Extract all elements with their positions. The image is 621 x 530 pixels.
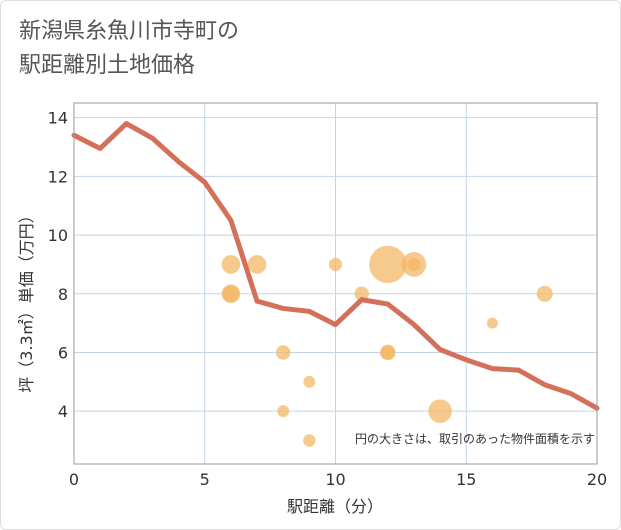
data-bubble [486, 317, 498, 329]
data-bubble [369, 245, 407, 284]
y-tick-label: 6 [58, 343, 68, 362]
data-bubble [222, 285, 239, 302]
data-bubble [380, 345, 395, 360]
chart-title: 新潟県糸魚川市寺町の 駅距離別土地価格 [19, 15, 239, 83]
tick-layer: 0 5 10 15 20 4 6 8 10 12 14 [48, 109, 608, 489]
x-tick-label: 15 [456, 470, 476, 489]
data-bubble [221, 255, 241, 274]
data-bubble [328, 257, 343, 272]
data-bubble [275, 345, 291, 360]
trend-line [71, 121, 600, 411]
data-bubble [428, 399, 452, 423]
x-axis-label: 駅距離（分） [287, 497, 383, 516]
chart-title-line-2: 駅距離別土地価格 [19, 53, 196, 78]
data-bubble [303, 375, 316, 388]
y-tick-label: 12 [48, 167, 68, 186]
data-bubble [354, 286, 369, 302]
y-tick-label: 4 [58, 402, 68, 421]
data-bubble [407, 257, 421, 272]
bubble-layer [221, 245, 553, 447]
x-tick-label: 20 [587, 470, 607, 489]
grid-layer [74, 103, 597, 464]
trend-line-layer [71, 121, 600, 411]
x-tick-label: 0 [69, 470, 79, 489]
y-axis-label: 坪（3.3㎡）単価（万円） [17, 207, 36, 392]
y-tick-label: 8 [58, 285, 68, 304]
y-tick-label: 10 [48, 226, 68, 245]
data-bubble [247, 255, 267, 274]
bubble-size-note: 円の大きさは、取引のあった物件面積を示す [355, 431, 595, 446]
y-tick-label: 14 [48, 109, 68, 128]
data-bubble [303, 434, 316, 447]
plot-frame [73, 102, 598, 465]
x-tick-label: 10 [325, 470, 345, 489]
chart-title-line-1: 新潟県糸魚川市寺町の [19, 19, 240, 44]
data-bubble [277, 405, 290, 418]
x-tick-label: 5 [200, 470, 210, 489]
data-bubble [536, 285, 553, 302]
